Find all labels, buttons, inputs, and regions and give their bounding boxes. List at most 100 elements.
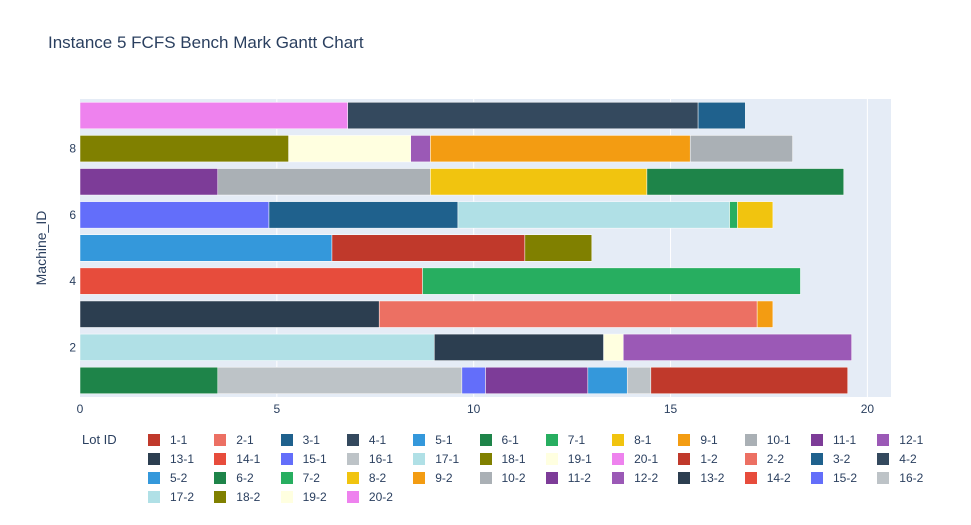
legend-swatch [678,472,691,484]
legend-item-17-2[interactable]: 17-2 [148,490,194,504]
gantt-bar-18-1[interactable] [79,135,289,163]
legend-label: 10-1 [766,433,791,447]
legend-item-12-1[interactable]: 12-1 [877,433,923,447]
legend-item-6-1[interactable]: 6-1 [479,433,519,447]
gantt-bar-19-1[interactable] [288,135,411,163]
legend-item-4-2[interactable]: 4-2 [877,452,917,466]
gantt-bar-11-1[interactable] [79,168,219,196]
legend-swatch [545,434,558,446]
legend-item-5-1[interactable]: 5-1 [413,433,453,447]
legend-item-19-1[interactable]: 19-1 [545,452,592,466]
legend-item-9-2[interactable]: 9-2 [413,471,453,485]
legend-item-12-2[interactable]: 12-2 [612,471,658,485]
gantt-bar-6-1[interactable] [79,366,219,394]
legend-item-2-2[interactable]: 2-2 [744,452,784,466]
legend-item-1-1[interactable]: 1-1 [148,433,187,447]
legend-label: 16-2 [899,471,924,485]
gantt-bar-3-1[interactable] [697,102,746,130]
legend-swatch [280,491,293,503]
gantt-bar-9-2[interactable] [756,300,774,328]
legend-item-13-2[interactable]: 13-2 [678,471,724,485]
gantt-bar-19-2[interactable] [603,333,624,361]
legend-item-3-2[interactable]: 3-2 [811,452,850,466]
gantt-bar-2-2[interactable] [378,300,758,328]
gantt-bar-7-2[interactable] [422,267,801,295]
legend-item-5-2[interactable]: 5-2 [148,471,187,485]
gantt-bar-1-1[interactable] [331,234,526,262]
legend-swatch [744,434,757,446]
gantt-bar-10-1[interactable] [689,135,793,163]
legend-swatch [214,434,227,446]
legend-item-14-1[interactable]: 14-1 [214,452,260,466]
legend-label: 1-1 [170,433,188,447]
legend-item-10-2[interactable]: 10-2 [479,471,526,485]
legend-item-13-1[interactable]: 13-1 [148,452,194,466]
legend-label: 8-1 [634,433,652,447]
gantt-bar-12-1[interactable] [410,135,431,163]
legend-swatch [214,472,227,484]
legend-item-20-2[interactable]: 20-2 [346,490,393,504]
gantt-bar-7-1[interactable] [729,201,738,229]
gantt-bar-16-2[interactable] [626,366,652,394]
legend-item-3-1[interactable]: 3-1 [280,433,320,447]
legend-swatch [877,453,890,465]
legend-swatch [413,453,426,465]
legend-item-11-2[interactable]: 11-2 [545,471,591,485]
y-tick-label: 6 [69,208,76,222]
gantt-bar-18-2[interactable] [524,234,593,262]
legend-item-17-1[interactable]: 17-1 [413,452,459,466]
gantt-bar-15-2[interactable] [461,366,486,394]
legend-swatch [148,453,160,465]
gantt-bar-5-2[interactable] [587,366,628,394]
chart-title: Instance 5 FCFS Bench Mark Gantt Chart [48,33,364,52]
legend-item-7-1[interactable]: 7-1 [545,433,585,447]
gantt-bar-3-2[interactable] [268,201,459,229]
legend-label: 10-2 [501,471,526,485]
legend-item-8-2[interactable]: 8-2 [346,471,386,485]
gantt-bar-15-1[interactable] [79,201,270,229]
legend-item-4-1[interactable]: 4-1 [346,433,386,447]
legend-item-16-2[interactable]: 16-2 [877,471,923,485]
legend-item-15-2[interactable]: 15-2 [811,471,857,485]
legend-item-15-1[interactable]: 15-1 [280,452,327,466]
legend-item-20-1[interactable]: 20-1 [612,452,658,466]
legend-label: 20-2 [368,490,393,504]
legend-item-6-2[interactable]: 6-2 [214,471,254,485]
legend-item-18-1[interactable]: 18-1 [479,452,526,466]
legend-label: 15-1 [302,452,327,466]
gantt-bar-9-1[interactable] [430,135,691,163]
legend-item-19-2[interactable]: 19-2 [280,490,327,504]
gantt-bar-6-2[interactable] [646,168,845,196]
legend-item-1-2[interactable]: 1-2 [678,452,718,466]
gantt-bar-8-1[interactable] [430,168,648,196]
gantt-bar-12-2[interactable] [623,333,852,361]
gantt-bar-1-2[interactable] [650,366,848,394]
gantt-bar-17-2[interactable] [457,201,730,229]
legend-label: 13-2 [700,471,725,485]
legend-item-2-1[interactable]: 2-1 [214,433,254,447]
gantt-bar-11-2[interactable] [485,366,589,394]
legend-label: 18-2 [236,490,261,504]
gantt-bar-17-1[interactable] [79,333,435,361]
gantt-bar-10-2[interactable] [217,168,431,196]
legend-swatch [612,434,625,446]
legend-label: 16-1 [368,452,393,466]
legend-item-14-2[interactable]: 14-2 [744,471,791,485]
legend-item-10-1[interactable]: 10-1 [744,433,791,447]
legend-item-11-1[interactable]: 11-1 [811,433,856,447]
gantt-bar-13-1[interactable] [79,300,380,328]
legend-swatch [479,434,492,446]
gantt-bar-4-2[interactable] [347,102,699,130]
legend-item-18-2[interactable]: 18-2 [214,490,260,504]
gantt-bar-14-1[interactable] [79,267,423,295]
gantt-bar-16-1[interactable] [217,366,463,394]
legend-swatch [545,453,558,465]
gantt-bar-13-2[interactable] [434,333,604,361]
legend-item-7-2[interactable]: 7-2 [280,471,320,485]
gantt-bar-8-2[interactable] [737,201,774,229]
legend-item-16-1[interactable]: 16-1 [346,452,393,466]
legend-item-8-1[interactable]: 8-1 [612,433,651,447]
gantt-bar-20-2[interactable] [79,102,348,130]
gantt-bar-5-1[interactable] [79,234,333,262]
legend-item-9-1[interactable]: 9-1 [678,433,718,447]
